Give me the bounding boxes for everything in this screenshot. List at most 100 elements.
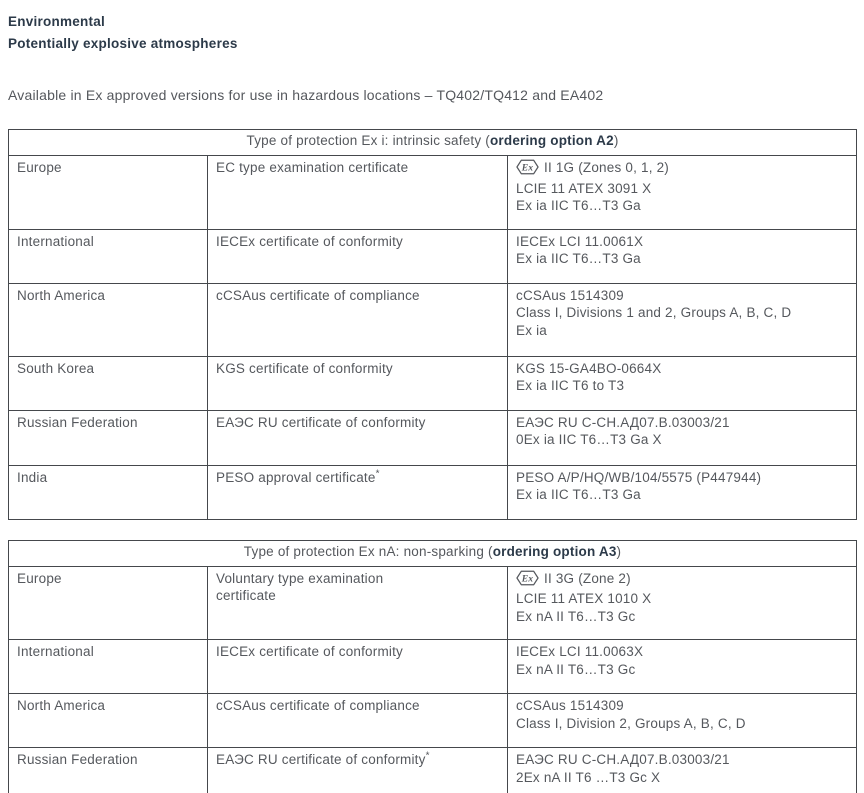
region-label: North America (17, 287, 106, 303)
certificate-detail-line: LCIE 11 ATEX 1010 X (516, 591, 652, 606)
certificate-type-label: IECEx certificate of conformity (216, 644, 404, 659)
certificate-type-label: ЕАЭС RU certificate of conformity (216, 752, 426, 767)
table-title: Type of protection Ex i: intrinsic safet… (7, 129, 858, 156)
certificate-detail-line: IECEx LCI 11.0061X (516, 233, 644, 249)
certificate-type-cell: cCSAus certificate of compliance (207, 282, 508, 357)
region-cell: Russian Federation (8, 409, 208, 466)
certificate-detail-line: cCSAus 1514309 (516, 698, 624, 713)
certificate-details-cell: Ex II 1G (Zones 0, 1, 2) LCIE 11 ATEX 3091… (506, 155, 858, 230)
svg-text:Ex: Ex (521, 573, 534, 584)
region-cell: North America (8, 693, 208, 748)
certificate-details-cell: KGS 15-GA4BO-0664X Ex ia IIC T6 to T3 (506, 355, 858, 411)
atex-ex-hexagon-icon: Ex (516, 159, 539, 180)
certificate-detail-line: Ex nA II T6…T3 Gc (516, 608, 636, 624)
region-cell: North America (8, 282, 208, 357)
certificate-details-cell: Ex II 3G (Zone 2) LCIE 11 ATEX 1010 X Ex nA… (506, 565, 858, 640)
page-subtitle: Potentially explosive atmospheres (8, 36, 238, 51)
table-row: International IECEx certificate of confor… (8, 639, 858, 694)
certificate-detail-line: 0Ex ia IIC T6…T3 Ga X (516, 432, 662, 447)
table-title-ordering-option: ordering option A2 (489, 133, 614, 148)
certificate-detail-line: 2Ex nA II T6 …T3 Gc X (516, 769, 661, 785)
certificate-type-label: EC type examination certificate (216, 160, 409, 175)
region-cell: Europe (8, 155, 208, 230)
certificate-detail-line: Ex ia IIC T6…T3 Ga (516, 487, 641, 502)
certificate-detail-line: PESO A/P/HQ/WB/104/5575 (P447944) (516, 469, 762, 485)
certificate-type-cell: Voluntary type examination certificate (207, 565, 508, 640)
region-cell: International (8, 228, 208, 284)
certificate-detail-line: II 1G (Zones 0, 1, 2) (544, 160, 670, 175)
svg-text:Ex: Ex (521, 162, 534, 173)
region-label: India (17, 469, 48, 485)
certificate-type-label: certificate (216, 588, 276, 603)
certificate-detail-line: ЕАЭС RU C-CH.АД07.B.03003/21 (516, 414, 730, 430)
table-title-suffix: ) (616, 543, 622, 559)
certificate-details-cell: cCSAus 1514309 Class I, Division 2, Group… (506, 693, 858, 748)
table-row: International IECEx certificate of confor… (8, 228, 858, 284)
certificate-detail-line: IECEx LCI 11.0063X (516, 644, 644, 659)
certificate-detail-line: Ex ia IIC T6…T3 Ga (516, 198, 641, 213)
table-title: Type of protection Ex nA: non-sparking (… (7, 539, 858, 567)
certificate-details-cell: ЕАЭС RU C-CH.АД07.B.03003/21 0Ex ia IIC T… (506, 409, 858, 466)
table-title-suffix: ) (613, 133, 619, 148)
region-cell: International (8, 639, 208, 694)
certificate-detail-line: KGS 15-GA4BO-0664X (516, 360, 662, 376)
certificate-details-cell: ЕАЭС RU C-CH.АД07.B.03003/21 2Ex nA II T6… (506, 747, 858, 793)
footnote-asterisk: * (425, 750, 430, 762)
certificate-detail-line: Class I, Division 2, Groups A, B, C, D (516, 715, 746, 731)
table-row: Europe EC type examination certificate Ex I… (8, 155, 858, 230)
table-title-prefix: Type of protection Ex i: intrinsic safet… (246, 133, 490, 148)
certificate-detail-line: ЕАЭС RU C-CH.АД07.B.03003/21 (516, 752, 730, 767)
certificate-type-label: KGS certificate of conformity (216, 360, 393, 376)
certificate-type-cell: IECEx certificate of conformity (207, 639, 508, 694)
region-label: International (17, 644, 94, 659)
region-cell: Europe (8, 565, 208, 640)
certificate-type-cell: PESO approval certificate* (207, 464, 508, 520)
table-row: North America cCSAus certificate of compl… (8, 693, 858, 748)
table-row: Europe Voluntary type examination certific… (8, 565, 858, 640)
certificate-detail-line: cCSAus 1514309 (516, 287, 624, 303)
certificate-type-label: cCSAus certificate of compliance (216, 698, 420, 713)
certificate-details-cell: IECEx LCI 11.0063X Ex nA II T6…T3 Gc (506, 639, 858, 694)
certificate-type-label: Voluntary type examination (216, 570, 384, 586)
certificate-detail-line: Ex ia IIC T6 to T3 (516, 378, 625, 393)
certificate-type-label: cCSAus certificate of compliance (216, 287, 420, 303)
certificate-detail-line: Ex nA II T6…T3 Gc (516, 661, 636, 677)
region-cell: South Korea (8, 355, 208, 411)
region-label: Russian Federation (17, 414, 138, 430)
region-cell: India (8, 464, 208, 520)
certificate-details-cell: IECEx LCI 11.0061X Ex ia IIC T6…T3 Ga (506, 228, 858, 284)
region-cell: Russian Federation (8, 747, 208, 793)
region-label: Russian Federation (17, 752, 138, 767)
region-label: South Korea (17, 360, 95, 376)
certificate-type-label: ЕАЭС RU certificate of conformity (216, 414, 426, 430)
certificate-type-cell: IECEx certificate of conformity (207, 228, 508, 284)
certificate-detail-line: Ex ia IIC T6…T3 Ga (516, 251, 641, 266)
region-label: International (17, 233, 94, 249)
table-row: South Korea KGS certificate of conformity… (8, 355, 858, 411)
certificate-type-cell: ЕАЭС RU certificate of conformity (207, 409, 508, 466)
certification-table-ex-i: Type of protection Ex i: intrinsic safet… (7, 129, 858, 520)
certificate-type-cell: EC type examination certificate (207, 155, 508, 230)
certification-table-ex-na: Type of protection Ex nA: non-sparking (… (7, 539, 858, 793)
table-row: India PESO approval certificate* PESO A/P/… (8, 464, 858, 520)
table-row: Russian Federation ЕАЭС RU certificate of… (8, 747, 858, 793)
region-label: North America (17, 698, 106, 713)
region-label: Europe (17, 570, 62, 586)
atex-ex-hexagon-icon: Ex (516, 570, 539, 591)
certificate-type-cell: cCSAus certificate of compliance (207, 693, 508, 748)
footnote-asterisk: * (375, 468, 380, 479)
certificate-details-cell: PESO A/P/HQ/WB/104/5575 (P447944) Ex ia I… (506, 464, 858, 520)
certificate-details-cell: cCSAus 1514309 Class I, Divisions 1 and 2… (506, 282, 858, 357)
table-title-ordering-option: ordering option A3 (492, 543, 617, 559)
certificate-detail-line: II 3G (Zone 2) (544, 570, 631, 586)
table-title-prefix: Type of protection Ex nA: non-sparking ( (243, 543, 493, 559)
tables-container: Type of protection Ex i: intrinsic safet… (7, 129, 858, 793)
certificate-type-cell: ЕАЭС RU certificate of conformity* (207, 747, 508, 793)
certificate-type-label: IECEx certificate of conformity (216, 233, 404, 249)
certificate-detail-line: Class I, Divisions 1 and 2, Groups A, B,… (516, 305, 792, 320)
table-row: Russian Federation ЕАЭС RU certificate of… (8, 409, 858, 466)
page-title: Environmental (8, 14, 106, 29)
region-label: Europe (17, 160, 62, 175)
certificate-detail-line: LCIE 11 ATEX 3091 X (516, 180, 652, 196)
